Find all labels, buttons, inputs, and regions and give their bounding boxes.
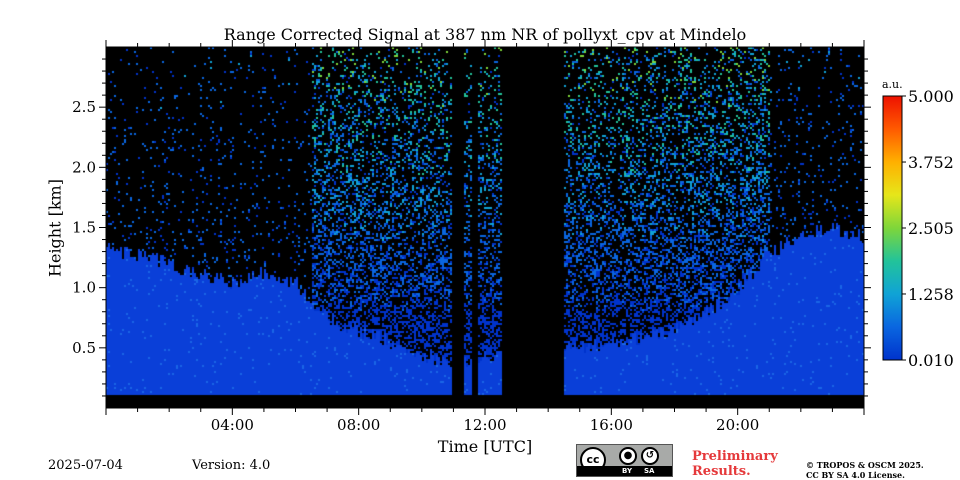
y-tick-label: 2.5 xyxy=(72,98,96,116)
colorbar-tick-label: 0.010 xyxy=(908,351,954,370)
colorbar-tick-label: 3.752 xyxy=(908,153,954,172)
date-label: 2025-07-04 xyxy=(48,458,123,473)
colorbar-unit-label: a.u. xyxy=(882,78,903,91)
colorbar-gradient xyxy=(882,95,903,361)
copyright-line-1: © TROPOS & OSCM 2025. xyxy=(806,460,924,470)
y-tick-label: 1.0 xyxy=(72,279,96,297)
heatmap xyxy=(106,47,864,408)
version-label: Version: 4.0 xyxy=(192,458,271,473)
cc-license-logo: cc ● ↺ BY SA xyxy=(576,444,673,477)
x-tick-label: 12:00 xyxy=(463,416,506,434)
y-axis-label: Height [km] xyxy=(45,179,65,277)
axes: 04:00 08:00 12:00 16:00 20:00 0.5 1.0 1.5 2.0 2.5 xyxy=(72,40,871,434)
copyright-line-2: CC BY SA 4.0 License. xyxy=(806,470,905,480)
by-person-icon: ● xyxy=(619,447,637,465)
chart-title: Range Corrected Signal at 387 nm NR of p… xyxy=(223,25,747,44)
y-tick-label: 2.0 xyxy=(72,158,96,176)
preliminary-results-note: Preliminary Results. xyxy=(692,449,778,479)
copyright-note: © TROPOS & OSCM 2025. CC BY SA 4.0 Licen… xyxy=(806,460,924,480)
colorbar-tick-label: 2.505 xyxy=(908,219,954,238)
heatmap-image xyxy=(106,47,864,408)
cc-by-label: BY xyxy=(622,467,633,475)
y-tick-label: 0.5 xyxy=(72,339,96,357)
cc-sa-label: SA xyxy=(644,467,655,475)
colorbar-tick-label: 1.258 xyxy=(908,285,954,304)
x-axis-label: Time [UTC] xyxy=(437,437,533,456)
x-tick-label: 16:00 xyxy=(590,416,633,434)
preliminary-line-1: Preliminary xyxy=(692,449,778,464)
x-tick-label: 04:00 xyxy=(211,416,254,434)
x-tick-label: 20:00 xyxy=(716,416,759,434)
share-alike-icon: ↺ xyxy=(641,447,659,465)
y-tick-label: 1.5 xyxy=(72,219,96,237)
colorbar-tick-label: 5.000 xyxy=(908,87,954,106)
preliminary-line-2: Results. xyxy=(692,464,751,479)
x-tick-label: 08:00 xyxy=(337,416,380,434)
colorbar: 0.010 1.258 2.505 3.752 5.000 xyxy=(882,87,954,370)
